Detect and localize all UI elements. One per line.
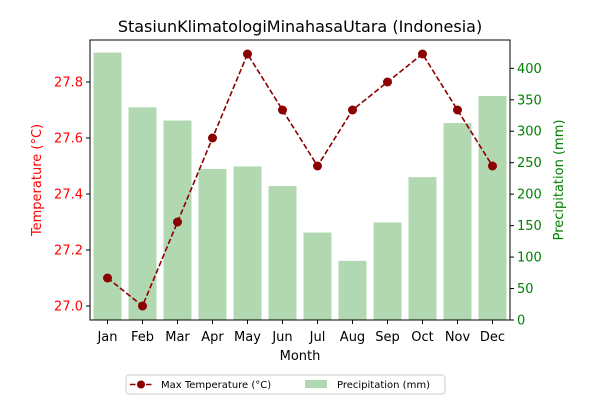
right-tick-label: 50 (517, 282, 534, 297)
precipitation-bar (233, 166, 262, 320)
precipitation-bar (443, 123, 472, 320)
legend-marker-swatch (137, 380, 145, 389)
x-tick-label: Apr (201, 330, 224, 345)
right-tick-label: 350 (517, 93, 542, 108)
precipitation-bar (268, 185, 297, 320)
left-tick-label: 27.8 (54, 76, 83, 91)
temperature-point (243, 49, 252, 59)
right-tick-label: 0 (517, 314, 525, 329)
plot-frame (89, 39, 511, 321)
x-axis: Jan Feb Mar Apr May Jun Jul Aug Sep Oct Nov Dec (96, 320, 505, 345)
x-tick-label: May (234, 330, 261, 345)
x-tick-label: Jun (271, 330, 292, 345)
temperature-point (488, 161, 497, 171)
precipitation-bar (408, 177, 437, 320)
precipitation-bars (93, 52, 507, 321)
temperature-line (103, 49, 497, 311)
temperature-point (278, 105, 287, 115)
left-tick-label: 27.6 (54, 132, 83, 147)
chart-title: StasiunKlimatologiMinahasaUtara (Indones… (118, 17, 482, 36)
right-axis-label: Precipitation (mm) (552, 120, 567, 241)
temperature-point (138, 301, 147, 311)
right-tick-label: 150 (517, 219, 542, 234)
right-tick-label: 200 (517, 188, 542, 203)
precipitation-bar (338, 260, 367, 320)
precipitation-bar (478, 96, 507, 320)
x-tick-label: Sep (375, 330, 400, 345)
temperature-point (453, 105, 462, 115)
x-tick-label: Feb (131, 330, 154, 345)
temperature-point (208, 133, 217, 143)
temperature-point (383, 77, 392, 87)
temperature-point (103, 273, 112, 283)
temperature-point (313, 161, 322, 171)
x-tick-label: Dec (480, 330, 505, 345)
temperature-series-line (107, 52, 494, 308)
legend-box (125, 374, 446, 395)
precipitation-bar (128, 107, 157, 321)
x-tick-label: Oct (411, 330, 433, 345)
x-axis-label: Month (280, 349, 321, 364)
precipitation-bar (303, 232, 332, 320)
x-tick-label: Nov (445, 330, 471, 345)
legend-label-precipitation: Precipitation (mm) (337, 380, 430, 391)
legend-bar-swatch (305, 380, 327, 388)
legend-label-temperature: Max Temperature (°C) (161, 380, 271, 391)
temperature-point (173, 217, 182, 227)
left-tick-label: 27.4 (54, 188, 83, 203)
temperature-point (418, 49, 427, 59)
right-tick-label: 400 (517, 62, 542, 77)
right-axis: 0 50 100 150 200 250 300 350 400 (510, 62, 542, 329)
legend: Max Temperature (°C) Precipitation (mm) (125, 374, 446, 395)
left-tick-label: 27.0 (54, 300, 83, 315)
x-tick-label: Jan (96, 330, 117, 345)
left-axis-label: Temperature (°C) (30, 124, 45, 237)
precipitation-bar (198, 168, 227, 320)
right-tick-label: 100 (517, 251, 542, 266)
x-tick-label: Jul (309, 330, 326, 345)
x-tick-label: Aug (340, 330, 365, 345)
right-tick-label: 250 (517, 156, 542, 171)
left-axis: 27.0 27.2 27.4 27.6 27.8 (54, 76, 90, 315)
x-tick-label: Mar (165, 330, 190, 345)
left-tick-label: 27.2 (54, 244, 83, 259)
precipitation-bar (373, 222, 402, 320)
right-tick-label: 300 (517, 125, 542, 140)
temperature-point (348, 105, 357, 115)
